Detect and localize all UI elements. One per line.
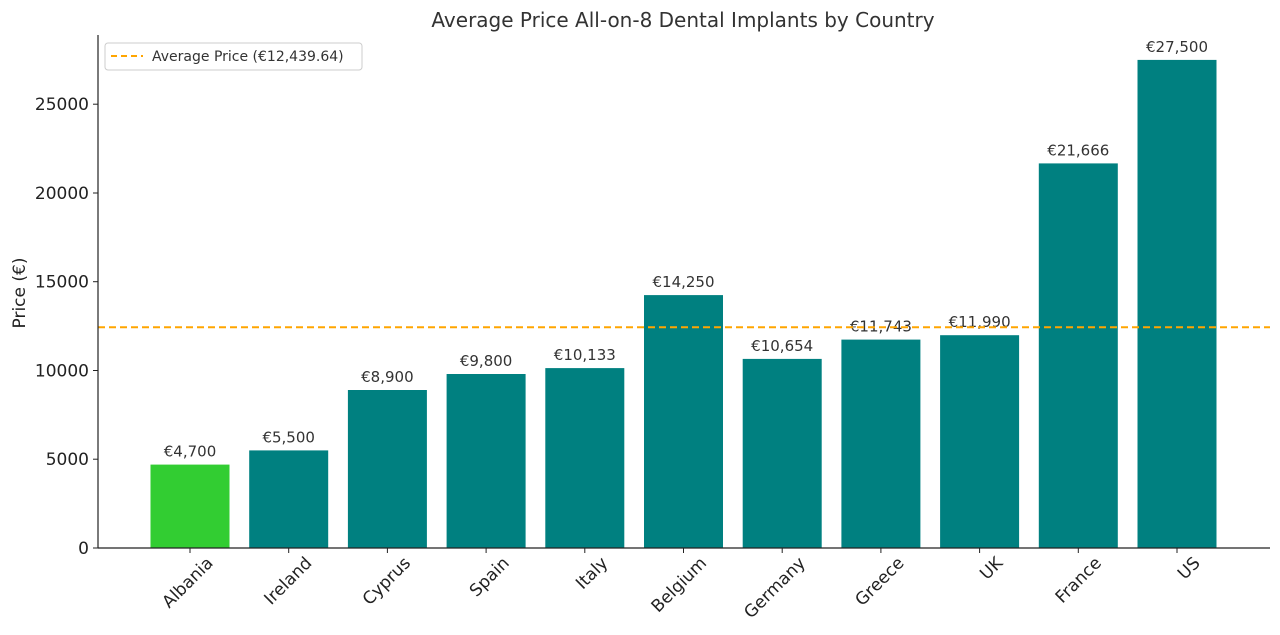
bar-us	[1137, 59, 1217, 549]
bar-germany	[742, 358, 822, 548]
y-ticks-group: 0 5000 10000 15000 20000 25000	[35, 95, 98, 559]
legend-box	[104, 42, 363, 71]
data-label-albania: €4,700	[164, 443, 217, 461]
bar-albania	[150, 464, 230, 548]
data-label-uk: €11,990	[949, 313, 1011, 331]
x-tick-label-ireland: Ireland	[261, 553, 317, 609]
x-tick-label-italy: Italy	[572, 553, 612, 593]
bar-italy	[545, 368, 625, 548]
bar-greece	[841, 339, 921, 548]
data-label-italy: €10,133	[554, 346, 616, 364]
y-tick-label: 25000	[35, 95, 89, 115]
y-axis-label: Price (€)	[10, 258, 30, 329]
bars-group	[150, 59, 1217, 549]
y-tick-label: 5000	[46, 450, 89, 470]
x-tick-label-greece: Greece	[852, 553, 909, 610]
x-tick-label-spain: Spain	[466, 553, 514, 601]
x-tick-label-uk: UK	[976, 553, 1007, 584]
data-labels-group: €4,700 €5,500 €8,900 €9,800 €10,133 €14,250 €1…	[164, 38, 1208, 461]
legend: Average Price (€12,439.64)	[104, 42, 363, 71]
y-tick-label: 0	[78, 539, 89, 559]
x-tick-label-albania: Albania	[159, 553, 218, 612]
y-tick-label: 20000	[35, 184, 89, 204]
x-ticks-group: Albania Ireland Cyprus Spain Italy Belgium Ger…	[159, 548, 1205, 623]
bar-france	[1038, 163, 1118, 548]
data-label-france: €21,666	[1047, 141, 1109, 159]
bar-ireland	[249, 450, 329, 548]
x-tick-label-belgium: Belgium	[648, 553, 711, 616]
x-tick-label-us: US	[1174, 553, 1205, 584]
data-label-spain: €9,800	[460, 352, 513, 370]
bar-spain	[446, 374, 526, 548]
data-label-us: €27,500	[1146, 38, 1208, 56]
y-tick-label: 10000	[35, 362, 89, 382]
bar-cyprus	[347, 390, 427, 548]
data-label-ireland: €5,500	[262, 428, 315, 446]
chart-title: Average Price All-on-8 Dental Implants b…	[431, 8, 934, 32]
x-tick-label-germany: Germany	[740, 553, 809, 622]
bar-uk	[940, 335, 1020, 548]
data-label-germany: €10,654	[751, 337, 813, 355]
legend-label: Average Price (€12,439.64)	[152, 49, 344, 65]
data-label-cyprus: €8,900	[361, 368, 414, 386]
x-tick-label-france: France	[1052, 553, 1106, 607]
data-label-belgium: €14,250	[652, 273, 714, 291]
x-tick-label-cyprus: Cyprus	[359, 553, 415, 609]
y-tick-label: 15000	[35, 273, 89, 293]
bar-belgium	[644, 295, 723, 548]
